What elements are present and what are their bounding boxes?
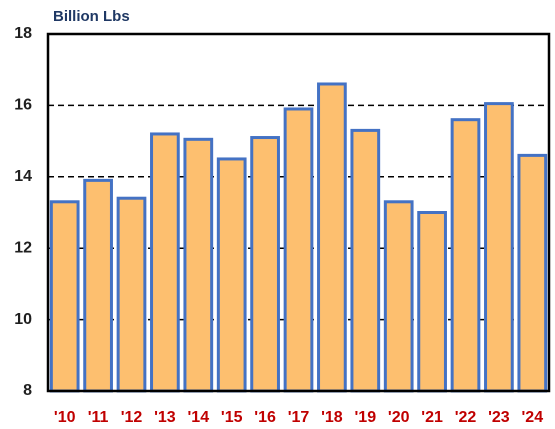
x-tick-label: '17 <box>288 409 310 426</box>
x-tick-label: '22 <box>455 409 477 426</box>
x-tick-label: '23 <box>488 409 510 426</box>
bar <box>517 153 548 393</box>
x-tick-label: '14 <box>187 409 209 426</box>
bar <box>250 136 280 393</box>
bar <box>450 118 481 393</box>
x-tick-label: '12 <box>121 409 143 426</box>
bar <box>216 157 247 393</box>
bar <box>116 196 147 393</box>
y-tick-label: 8 <box>23 382 32 399</box>
x-tick-label: '18 <box>321 409 343 426</box>
y-tick-label: 14 <box>14 168 32 185</box>
x-tick-label: '11 <box>88 409 109 426</box>
x-tick-label: '20 <box>388 409 410 426</box>
bar <box>484 102 514 393</box>
bar <box>83 178 113 393</box>
bar <box>417 211 447 393</box>
bar <box>183 137 214 393</box>
x-tick-label: '10 <box>54 409 76 426</box>
x-tick-label: '24 <box>521 409 543 426</box>
x-tick-label: '21 <box>421 409 443 426</box>
y-tick-label: 16 <box>14 97 32 114</box>
y-tick-label: 10 <box>14 311 32 328</box>
axis-title: Billion Lbs <box>53 8 130 25</box>
bar <box>317 82 347 393</box>
y-tick-label: 18 <box>14 25 32 42</box>
bar <box>350 128 381 393</box>
x-tick-label: '19 <box>354 409 376 426</box>
bar <box>49 200 80 393</box>
x-tick-label: '16 <box>254 409 276 426</box>
y-tick-label: 12 <box>14 239 32 256</box>
x-tick-label: '13 <box>154 409 176 426</box>
plot-frame <box>46 32 551 393</box>
x-tick-label: '15 <box>221 409 243 426</box>
bar <box>283 107 314 393</box>
bar <box>150 132 180 393</box>
bar <box>383 200 414 393</box>
